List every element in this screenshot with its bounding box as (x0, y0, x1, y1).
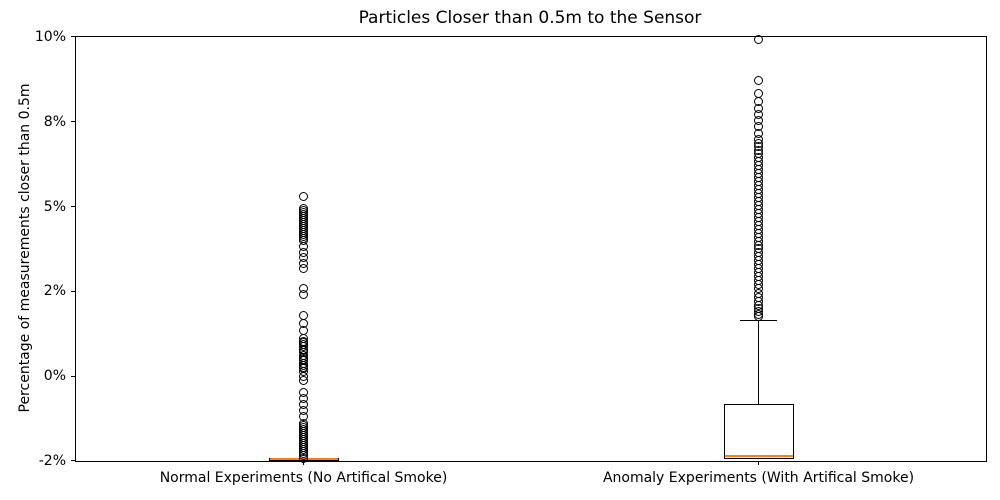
y-axis-label-text: Percentage of measurements closer than 0… (17, 83, 33, 413)
y-axis-tick-label: 2% (43, 283, 66, 300)
median-line (724, 454, 793, 457)
plot-area: 10% 8% 5% 2% 0% -2% Normal Experiments (No Art… (35, 29, 987, 486)
outlier-point (299, 192, 308, 202)
outlier-point (299, 453, 308, 463)
outlier-point (754, 312, 763, 322)
outlier-point (754, 76, 763, 86)
y-axis-tick (71, 460, 75, 462)
x-axis-tick (302, 461, 304, 465)
y-axis-tick (71, 375, 75, 377)
y-axis-tick-label: 0% (43, 368, 66, 385)
boxplot-box (723, 403, 794, 460)
whisker-upper (757, 320, 759, 404)
outlier-point (754, 35, 763, 45)
chart-title: Particles Closer than 0.5m to the Sensor (358, 8, 702, 28)
y-axis-tick-label: 8% (43, 113, 66, 130)
outlier-point (299, 375, 308, 385)
y-axis-tick (71, 121, 75, 123)
x-axis-tick-label: Normal Experiments (No Artifical Smoke) (159, 470, 448, 486)
y-axis-tick-label: 10% (34, 29, 66, 45)
y-axis-tick (71, 36, 75, 38)
x-axis-tick (757, 461, 759, 465)
outlier-point (299, 264, 308, 273)
outlier-point (299, 289, 308, 299)
x-axis-tick-label: Anomaly Experiments (With Artifical Smok… (602, 470, 915, 486)
y-axis-tick-label: -2% (38, 453, 66, 469)
y-axis-tick (71, 206, 75, 207)
y-axis-tick-label: 5% (43, 198, 66, 215)
y-axis-tick (71, 290, 75, 292)
